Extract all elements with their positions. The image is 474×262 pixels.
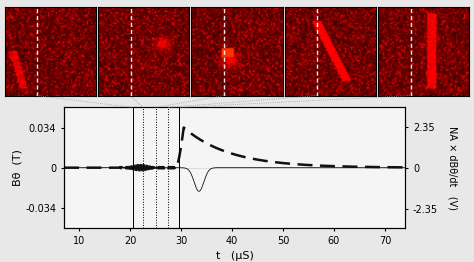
X-axis label: t   (μS): t (μS) [216, 251, 254, 261]
Y-axis label: Bθ  (T): Bθ (T) [13, 149, 23, 186]
Y-axis label: NA × dBθ/dt   (V): NA × dBθ/dt (V) [447, 126, 457, 210]
